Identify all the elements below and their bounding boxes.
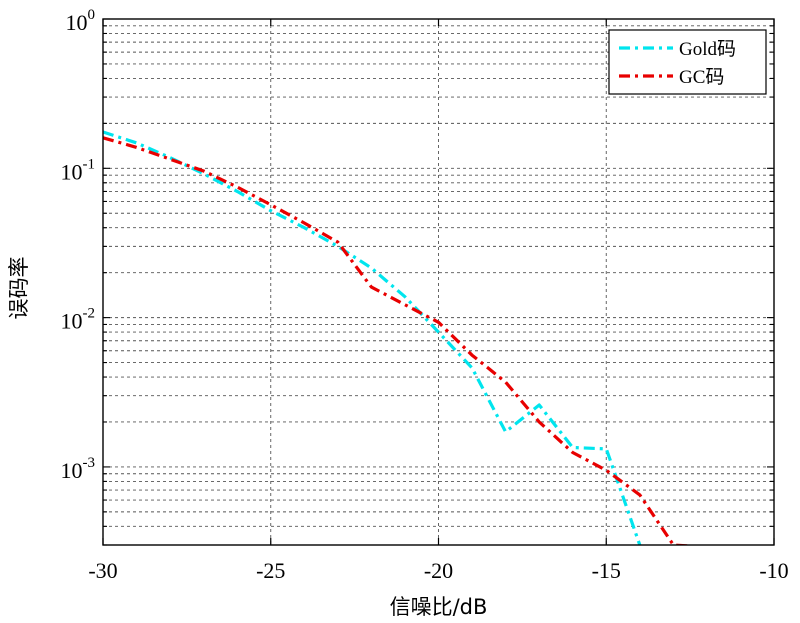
x-axis-title: 信噪比/dB xyxy=(390,595,488,619)
x-tick-label: -15 xyxy=(592,558,621,583)
x-tick-label: -20 xyxy=(424,558,453,583)
series-layer xyxy=(103,130,698,545)
axis-ticks xyxy=(102,18,775,546)
x-tick-label: -10 xyxy=(759,558,788,583)
x-tick-label: -25 xyxy=(256,558,285,583)
legend-label: GC码 xyxy=(679,67,724,88)
y-tick-label-exponent: -1 xyxy=(83,156,96,172)
series-line-gold xyxy=(103,130,642,545)
y-tick-label: 100 xyxy=(66,7,96,35)
y-tick-label: 10-2 xyxy=(61,306,96,334)
x-tick-label: -30 xyxy=(88,558,117,583)
y-tick-label-base: 10 xyxy=(66,10,88,35)
y-tick-label-exponent: -3 xyxy=(83,455,96,471)
y-tick-label-base: 10 xyxy=(61,458,83,483)
y-tick-label-exponent: -2 xyxy=(83,306,96,322)
y-tick-label-exponent: 0 xyxy=(88,7,96,23)
x-tick-labels: -30 -25 -20 -15 -10 xyxy=(88,558,788,583)
legend: Gold码 GC码 xyxy=(608,29,767,95)
series-line-gc xyxy=(103,136,698,545)
y-tick-label: 10-3 xyxy=(61,455,96,483)
y-tick-label-base: 10 xyxy=(61,159,83,184)
y-tick-label-base: 10 xyxy=(61,309,83,334)
y-tick-label: 10-1 xyxy=(61,156,96,184)
legend-label: Gold码 xyxy=(679,39,736,60)
legend-box xyxy=(608,29,767,95)
y-axis-title: 误码率 xyxy=(7,257,31,320)
